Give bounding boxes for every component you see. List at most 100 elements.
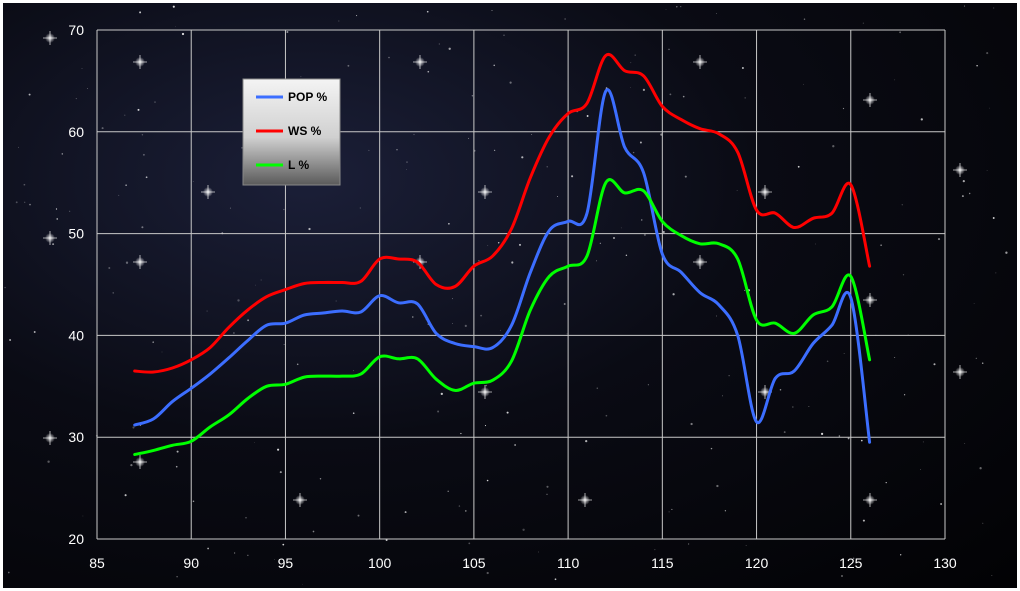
star	[452, 323, 453, 325]
x-tick-label: 95	[278, 555, 294, 571]
star	[842, 107, 845, 110]
star	[181, 32, 185, 36]
star	[396, 149, 398, 151]
star	[175, 26, 176, 28]
star	[319, 478, 322, 480]
star	[437, 410, 440, 413]
star	[920, 469, 921, 470]
star	[141, 226, 144, 229]
star	[192, 180, 194, 182]
star	[992, 217, 995, 219]
series-line-0	[133, 88, 872, 444]
star	[643, 233, 646, 236]
star	[668, 511, 670, 513]
star	[862, 22, 864, 24]
star	[254, 442, 255, 443]
legend-label: POP %	[288, 90, 327, 104]
star	[894, 79, 896, 81]
star-spike	[201, 185, 215, 199]
star	[141, 134, 144, 136]
star	[352, 412, 355, 415]
star-spike	[863, 93, 877, 107]
star	[480, 314, 483, 317]
star	[357, 514, 360, 517]
star-spike	[133, 55, 147, 69]
star	[736, 190, 738, 191]
star	[125, 261, 129, 264]
star	[347, 64, 350, 67]
star	[274, 559, 275, 561]
star	[448, 47, 451, 50]
star	[23, 183, 26, 186]
y-tick-label: 70	[68, 22, 84, 38]
star	[47, 460, 50, 463]
star	[672, 293, 675, 296]
star	[522, 528, 525, 531]
star	[642, 88, 646, 92]
star-spike	[953, 365, 967, 379]
star	[471, 95, 474, 97]
star	[175, 465, 178, 468]
star	[1005, 251, 1008, 254]
star	[76, 133, 78, 135]
star	[585, 439, 588, 443]
star	[716, 484, 719, 488]
star	[741, 67, 744, 69]
star	[279, 471, 282, 474]
star	[986, 170, 988, 172]
starfield	[4, 5, 1008, 585]
star	[356, 15, 358, 17]
star	[862, 519, 865, 522]
star	[531, 134, 533, 135]
star	[237, 299, 240, 302]
star	[61, 153, 64, 155]
star	[486, 571, 489, 575]
star	[28, 93, 31, 96]
star	[880, 244, 882, 246]
star	[518, 243, 522, 246]
star	[961, 195, 964, 198]
star	[993, 7, 995, 9]
grid-lines	[96, 29, 946, 540]
star	[503, 34, 505, 36]
y-tick-label: 60	[68, 124, 84, 140]
star	[571, 175, 574, 178]
star	[368, 149, 370, 151]
star	[538, 551, 539, 553]
y-axis-tick-labels: 20 30 40 50 60 70	[68, 22, 84, 547]
star-spike	[133, 455, 147, 469]
star	[641, 219, 643, 221]
star	[557, 196, 558, 198]
star	[464, 324, 467, 328]
star	[937, 238, 941, 241]
star	[247, 554, 249, 556]
star	[132, 426, 135, 429]
star	[260, 279, 262, 281]
star	[792, 406, 794, 408]
star-spike	[293, 493, 307, 507]
star-spike	[863, 493, 877, 507]
star	[233, 552, 236, 554]
star	[907, 334, 909, 336]
star	[101, 127, 104, 130]
series-line-1	[133, 52, 872, 374]
star	[991, 574, 993, 577]
star	[487, 245, 489, 246]
star	[206, 310, 208, 312]
star	[112, 292, 114, 294]
star	[841, 575, 843, 577]
star	[448, 223, 450, 225]
star-spike	[43, 31, 57, 45]
star	[497, 242, 500, 244]
star	[75, 98, 77, 100]
star	[728, 375, 730, 377]
star	[359, 207, 361, 209]
star	[665, 9, 667, 10]
star-spike	[758, 185, 772, 199]
star	[988, 107, 990, 109]
star	[546, 166, 548, 168]
star	[634, 54, 636, 56]
star	[899, 31, 901, 34]
star	[406, 169, 407, 170]
star	[546, 485, 549, 488]
